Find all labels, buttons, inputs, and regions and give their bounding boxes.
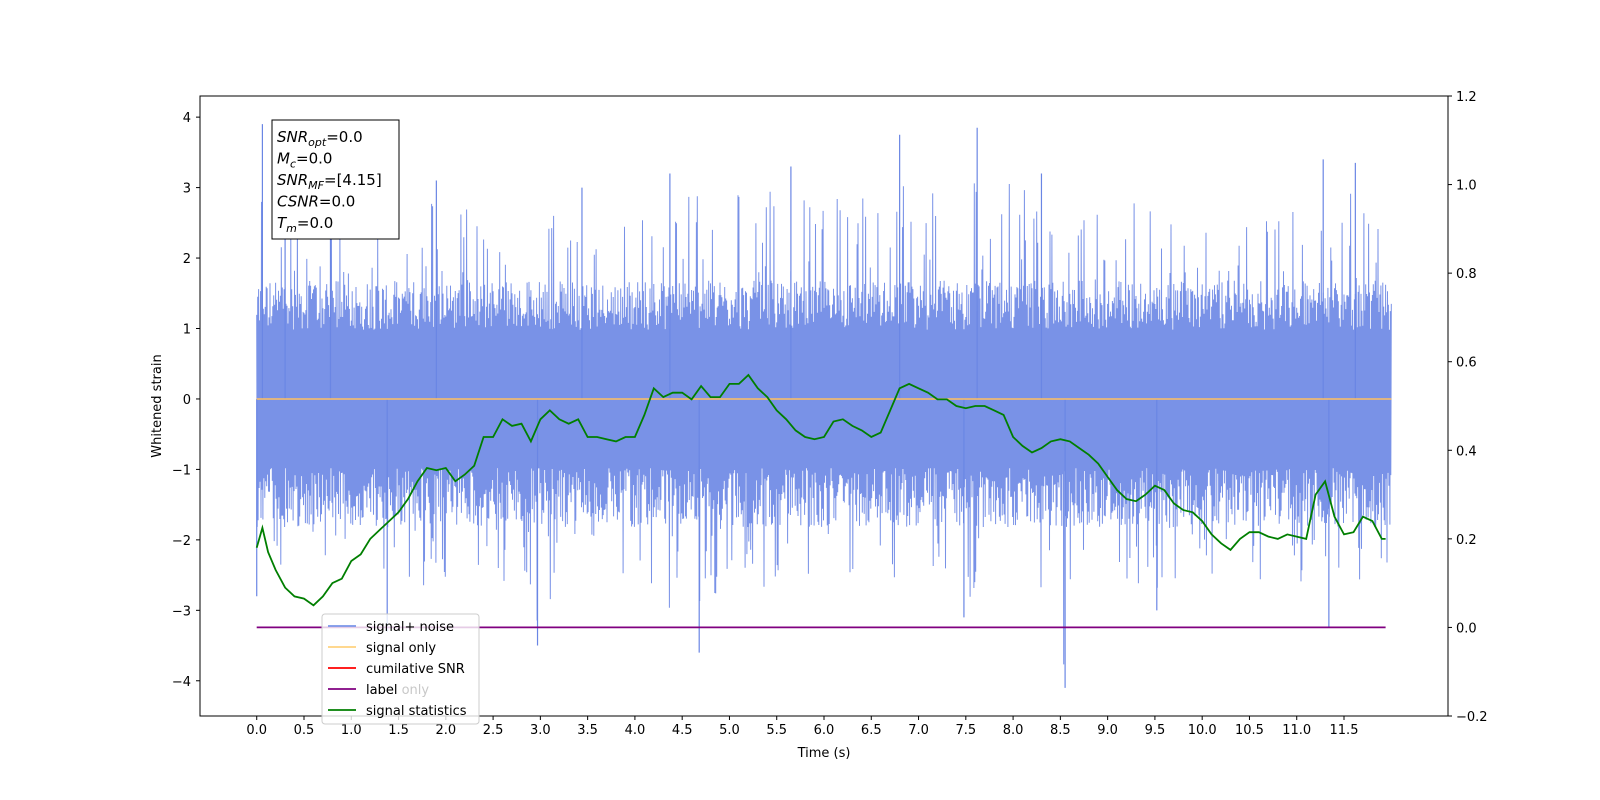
right-y-axis-ticks: 1.2 1.0 0.8 0.6 0.4 0.2 0.0 −0.2	[1448, 90, 1488, 725]
y-tick-label: −4	[172, 675, 191, 690]
legend-label: cumilative SNR	[366, 662, 465, 677]
x-tick-label: 0.0	[246, 723, 267, 738]
y-tick-label: 1	[183, 323, 191, 338]
info-box-line: Tm=0.0	[277, 214, 333, 235]
y-tick-label: 0	[183, 393, 191, 408]
info-box-line: SNRopt=0.0	[277, 128, 363, 149]
x-tick-label: 5.5	[766, 723, 787, 738]
x-tick-label: 8.5	[1050, 723, 1071, 738]
x-tick-label: 10.5	[1235, 723, 1264, 738]
x-tick-label: 1.5	[388, 723, 409, 738]
x-axis-label: Time (s)	[797, 746, 851, 761]
x-tick-label: 7.0	[908, 723, 929, 738]
x-tick-label: 3.5	[577, 723, 598, 738]
right-y-tick-label: 1.0	[1456, 179, 1477, 194]
y-tick-label: 2	[183, 252, 191, 267]
x-tick-label: 2.5	[483, 723, 504, 738]
legend-label: signal statistics	[366, 704, 467, 719]
y-tick-label: 4	[183, 111, 191, 126]
x-tick-label: 11.0	[1282, 723, 1311, 738]
legend: label only signal+ noise signal only cumila…	[321, 613, 480, 725]
x-axis-ticks: 0.0 0.5 1.0 1.5 2.0 2.5 3.0 3.5 4.0 4.5 5.0 5.5 6.0 6…	[246, 716, 1358, 738]
legend-frame	[321, 613, 480, 725]
right-y-tick-label: 1.2	[1456, 90, 1477, 105]
y-axis-ticks: 4 3 2 1 0 −1 −2 −3 −4	[172, 111, 200, 690]
right-y-tick-label: 0.6	[1456, 356, 1477, 371]
x-tick-label: 9.5	[1145, 723, 1166, 738]
y-tick-label: −2	[172, 534, 191, 549]
legend-hidden-text: label only	[366, 683, 429, 698]
info-box-line: SNRMF=[4.15]	[277, 171, 382, 192]
x-tick-label: 11.5	[1330, 723, 1359, 738]
x-tick-label: 6.0	[814, 723, 835, 738]
x-tick-label: 9.0	[1097, 723, 1118, 738]
right-y-tick-label: −0.2	[1456, 710, 1488, 725]
x-tick-label: 0.5	[294, 723, 315, 738]
right-y-tick-label: 0.2	[1456, 533, 1477, 548]
right-y-tick-label: 0.0	[1456, 621, 1477, 636]
x-tick-label: 4.0	[625, 723, 646, 738]
x-tick-label: 8.0	[1003, 723, 1024, 738]
signal-noise-line	[256, 183, 1392, 665]
y-axis-label: Whitened strain	[150, 354, 165, 457]
x-tick-label: 1.0	[341, 723, 362, 738]
legend-label: signal only	[366, 641, 436, 656]
x-tick-label: 7.5	[955, 723, 976, 738]
legend-label: signal+ noise	[366, 620, 454, 635]
x-tick-label: 10.0	[1188, 723, 1217, 738]
plot-area	[255, 124, 1392, 688]
legend-label: label	[366, 683, 397, 698]
x-tick-label: 6.5	[861, 723, 882, 738]
info-box-frame	[271, 119, 400, 240]
signal-statistics-line	[255, 373, 1386, 607]
info-box-line: Mc=0.0	[277, 150, 332, 171]
right-y-tick-label: 0.8	[1456, 267, 1477, 282]
y-tick-label: 3	[183, 182, 191, 197]
y-tick-label: −3	[172, 604, 191, 619]
x-tick-label: 5.0	[719, 723, 740, 738]
right-y-tick-label: 0.4	[1456, 444, 1477, 459]
x-tick-label: 4.5	[672, 723, 693, 738]
y-tick-label: −1	[172, 463, 191, 478]
signal-noise-series	[256, 124, 1392, 688]
x-tick-label: 3.0	[530, 723, 551, 738]
info-box-line: CSNR=0.0	[277, 193, 355, 211]
x-tick-label: 2.0	[435, 723, 456, 738]
